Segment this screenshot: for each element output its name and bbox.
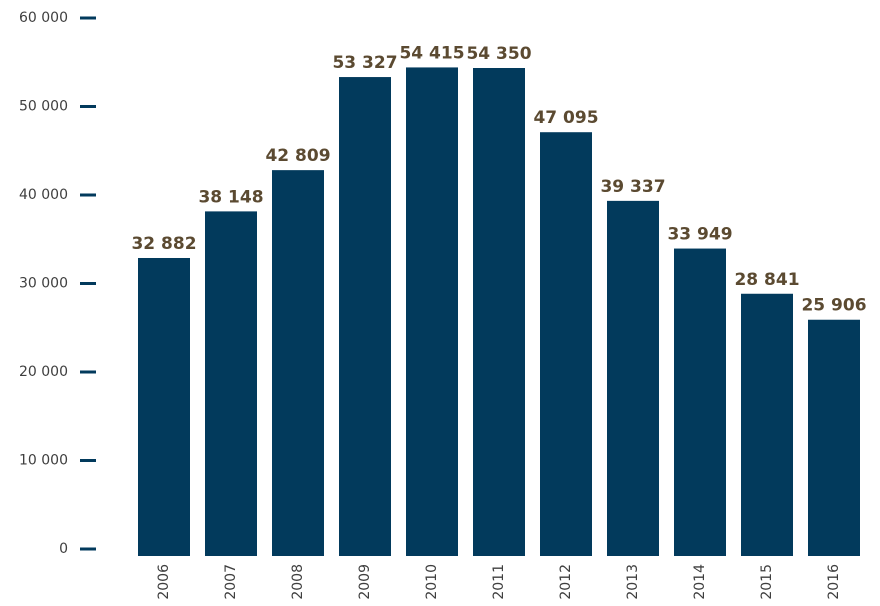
value-label-2013: 39 337 [600,177,665,197]
value-label-2016: 25 906 [801,296,866,316]
x-tick-label-2010: 2010 [424,564,440,600]
bar-2015 [741,293,793,556]
bar-2011 [473,68,525,556]
value-labels: 32 882 38 148 42 809 53 327 54 415 54 350 47 0… [131,43,866,315]
x-tick-label-2014: 2014 [692,564,708,600]
bar-2012 [540,132,592,557]
bar-2010 [406,67,458,556]
x-tick-label-2007: 2007 [223,564,239,600]
bar-2014 [674,248,726,557]
y-tick-label: 0 [59,541,68,557]
x-tick-label-2011: 2011 [491,564,507,600]
y-tick-label: 30 000 [19,276,68,292]
x-tick-label-2016: 2016 [826,564,842,600]
bar-2016 [808,319,860,556]
y-tick-label: 50 000 [19,99,68,115]
y-tick-label: 10 000 [19,453,68,469]
x-axis: 2006 2007 2008 2009 2010 2011 2012 2013 2014 2015… [156,564,842,600]
value-label-2006: 32 882 [131,234,196,254]
x-tick-label-2013: 2013 [625,564,641,600]
x-tick-label-2008: 2008 [290,564,306,600]
value-label-2011: 54 350 [466,44,531,64]
x-tick-label-2015: 2015 [759,564,775,600]
bar-2013 [607,200,659,556]
value-label-2010: 54 415 [399,43,464,63]
y-tick-label: 60 000 [19,10,68,26]
value-label-2009: 53 327 [332,53,397,73]
x-tick-label-2012: 2012 [558,564,574,600]
x-tick-label-2006: 2006 [156,564,172,600]
bar-2007 [205,211,257,556]
bar-2008 [272,170,324,556]
value-label-2007: 38 148 [198,187,263,207]
value-label-2015: 28 841 [734,270,799,290]
y-tick-label: 40 000 [19,187,68,203]
bars [138,67,860,557]
bar-2006 [138,257,190,556]
value-label-2008: 42 809 [265,146,330,166]
value-label-2014: 33 949 [667,225,732,245]
y-axis: 0 10 000 20 000 30 000 40 000 50 000 60 000 [19,10,96,557]
bar-2009 [339,77,391,556]
value-label-2012: 47 095 [533,108,598,128]
y-tick-label: 20 000 [19,364,68,380]
x-tick-label-2009: 2009 [357,564,373,600]
